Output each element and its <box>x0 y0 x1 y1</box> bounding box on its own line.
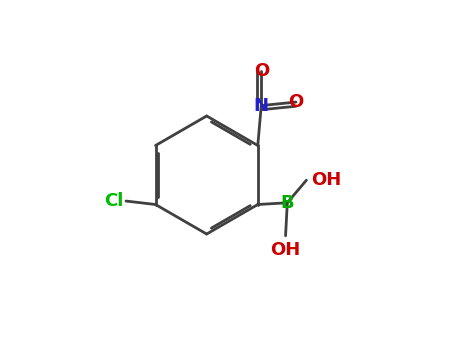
Text: N: N <box>254 97 269 114</box>
Text: B: B <box>280 194 294 212</box>
Text: O: O <box>253 62 269 80</box>
Text: O: O <box>288 93 303 111</box>
Text: OH: OH <box>312 171 342 189</box>
Text: Cl: Cl <box>104 192 123 210</box>
Text: OH: OH <box>270 241 301 259</box>
